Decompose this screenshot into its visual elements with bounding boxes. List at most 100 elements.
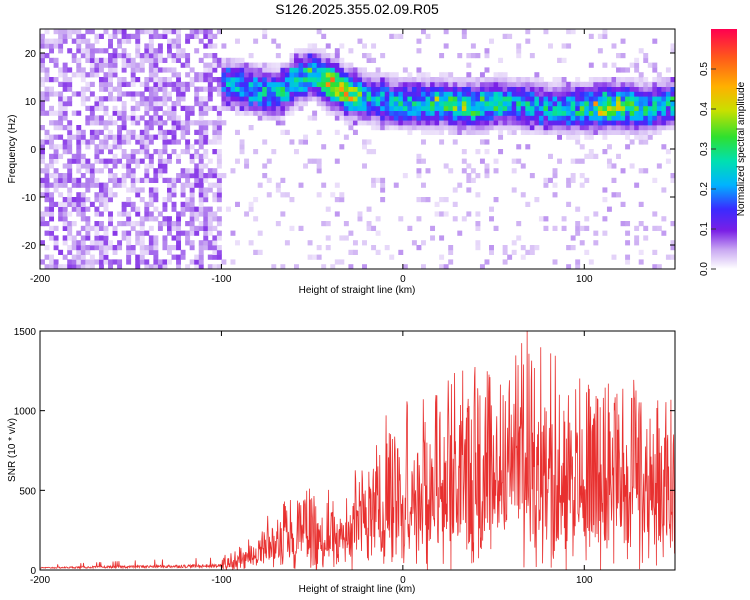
spectrogram-cell: [85, 230, 91, 236]
spectrogram-cell: [207, 173, 213, 179]
spectrogram-cell: [53, 77, 59, 83]
spectrogram-cell: [407, 120, 413, 126]
spectrogram-cell: [489, 86, 494, 92]
spectrogram-cell: [330, 105, 336, 111]
spectrogram-cell: [670, 177, 676, 183]
spectrogram-cell: [112, 153, 118, 159]
spectrogram-cell: [529, 96, 535, 102]
spectrogram-cell: [49, 206, 55, 212]
spectrogram-cell: [321, 101, 327, 107]
spectrogram-cell: [620, 168, 626, 174]
spectrogram-cell: [94, 158, 100, 164]
spectrogram-cell: [588, 149, 594, 155]
spectrogram-cell: [216, 120, 222, 126]
spectrogram-cell: [257, 110, 263, 116]
spectrogram-cell: [661, 91, 667, 97]
spectrogram-cell: [67, 168, 73, 174]
spectrogram-cell: [176, 225, 182, 231]
spectrogram-cell: [180, 254, 186, 260]
spectrogram-cell: [534, 86, 540, 92]
spectrogram-cell: [566, 81, 572, 87]
spectrogram-cell: [189, 168, 195, 174]
spectrogram-cell: [652, 110, 658, 116]
spectrogram-cell: [479, 72, 485, 78]
spectrogram-cell: [330, 96, 336, 102]
spectrogram-cell: [58, 211, 64, 217]
spectrogram-cell: [185, 206, 191, 212]
spectrogram-cell: [185, 115, 191, 121]
spectrogram-cell: [407, 115, 413, 121]
spectrogram-cell: [579, 120, 585, 126]
spectrogram-cell: [40, 125, 45, 131]
spectrogram-cell: [625, 91, 631, 97]
spectrogram-cell: [280, 101, 286, 107]
spectrogram-cell: [94, 101, 100, 107]
spectrogram-cell: [421, 125, 426, 131]
spectrogram-cell: [366, 86, 372, 92]
spectrogram-cell: [94, 153, 100, 159]
spectrogram-cell: [44, 211, 50, 217]
spectrogram-cell: [235, 81, 240, 87]
spectrogram-cell: [493, 72, 499, 78]
spectrogram-cell: [543, 182, 549, 188]
spectrogram-cell: [180, 182, 186, 188]
spectrogram-cell: [62, 115, 68, 121]
spectrogram-cell: [375, 177, 381, 183]
spectrogram-cell: [343, 86, 349, 92]
spectrogram-cell: [366, 149, 372, 155]
spectrogram-cell: [80, 192, 86, 198]
spectrogram-cell: [665, 149, 671, 155]
spectrogram-cell: [439, 86, 445, 92]
spectrogram-cell: [557, 96, 563, 102]
spectrogram-cell: [516, 101, 522, 107]
spectrogram-cell: [670, 221, 676, 227]
spectrogram-cell: [416, 38, 422, 44]
spectrogram-cell: [343, 110, 349, 116]
spectrogram-cell: [352, 105, 358, 111]
spectrogram-cell: [298, 182, 304, 188]
spectrogram-cell: [157, 158, 163, 164]
spectrogram-cell: [643, 86, 649, 92]
spectrogram-cell: [67, 245, 73, 251]
spectrogram-cell: [665, 67, 671, 73]
spectrogram-cell: [647, 62, 653, 68]
spectrogram-cell: [620, 53, 626, 59]
spectrogram-cell: [94, 57, 100, 63]
spectrogram-cell: [144, 48, 150, 54]
spectrogram-cell: [625, 115, 631, 121]
spectrogram-cell: [144, 153, 150, 159]
spectrogram-cell: [366, 110, 372, 116]
spectrogram-cell: [103, 249, 109, 255]
snr-x-axis-label: Height of straight line (km): [299, 584, 416, 595]
spectrogram-cell: [375, 77, 381, 83]
spectrogram-cell: [130, 134, 136, 140]
spectrogram-cell: [126, 240, 132, 246]
spectrogram-cell: [543, 96, 549, 102]
spectrogram-cell: [371, 43, 377, 49]
spectrogram-cell: [665, 86, 671, 92]
spectrogram-cell: [307, 96, 313, 102]
spectrogram-cell: [452, 86, 458, 92]
spectrogram-cell: [407, 105, 413, 111]
spectrogram-cell: [647, 125, 653, 131]
spectrogram-cell: [117, 221, 123, 227]
spectrogram-cell: [94, 105, 100, 111]
spectrogram-cell: [266, 86, 272, 92]
spectrogram-cell: [67, 211, 73, 217]
spectrogram-cell: [375, 115, 381, 121]
spectrogram-cell: [203, 235, 209, 241]
spectrogram-cell: [280, 177, 286, 183]
spectrogram-cell: [49, 163, 55, 169]
spectrogram-cell: [253, 216, 259, 222]
spectrogram-cell: [602, 91, 608, 97]
spectrogram-cell: [602, 33, 608, 39]
spectrogram-cell: [58, 173, 64, 179]
spectrogram-cell: [189, 187, 195, 193]
spectrogram-cell: [548, 129, 553, 135]
spectrogram-cell: [348, 48, 354, 54]
spectrogram-cell: [516, 158, 522, 164]
spectrogram-cell: [171, 245, 177, 251]
spectrogram-cell: [121, 177, 127, 183]
spectrogram-cell: [352, 240, 358, 246]
spectrogram-cell: [634, 125, 640, 131]
